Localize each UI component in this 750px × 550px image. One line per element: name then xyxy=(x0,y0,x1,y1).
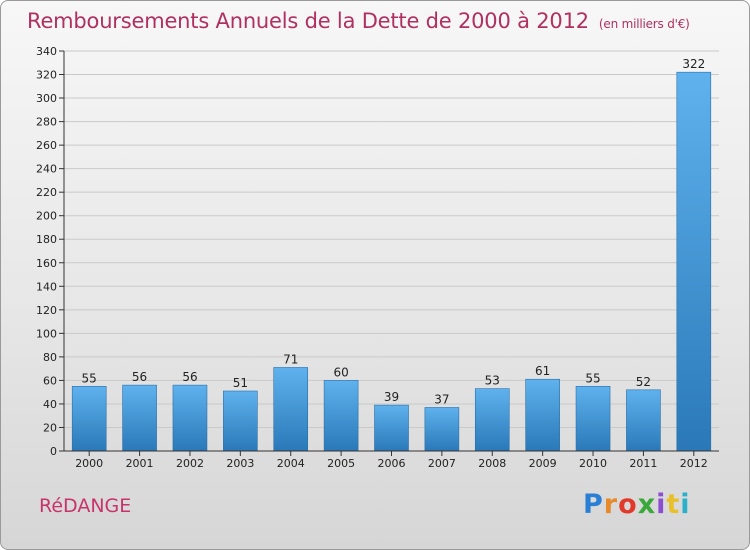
bar-2005 xyxy=(323,380,359,452)
x-tick-label-2009: 2009 xyxy=(529,457,557,470)
y-tick-label: 340 xyxy=(36,45,57,58)
y-tick-label: 260 xyxy=(36,139,57,152)
y-tick-label: 280 xyxy=(36,116,57,129)
x-tick-label-2006: 2006 xyxy=(378,457,406,470)
commune-name: RéDANGE xyxy=(39,495,132,517)
logo-letter: r xyxy=(603,489,619,520)
logo-letter: t xyxy=(666,489,681,520)
x-tick-label-2005: 2005 xyxy=(327,457,355,470)
bar-2011 xyxy=(626,389,661,452)
chart-title: Remboursements Annuels de la Dette de 20… xyxy=(27,9,690,33)
x-tick-label-2010: 2010 xyxy=(579,457,607,470)
data-label-2005: 60 xyxy=(333,365,348,379)
y-tick-label: 300 xyxy=(36,92,57,105)
data-label-2008: 53 xyxy=(485,374,500,388)
y-tick-label: 20 xyxy=(43,421,57,434)
y-tick-label: 320 xyxy=(36,69,57,82)
y-tick-label: 40 xyxy=(43,398,57,411)
bar-2004 xyxy=(273,367,309,452)
data-label-2007: 37 xyxy=(434,392,449,406)
x-tick-label-2002: 2002 xyxy=(176,457,204,470)
x-tick-label-2004: 2004 xyxy=(277,457,305,470)
bar-2007 xyxy=(424,407,460,452)
data-label-2012: 322 xyxy=(682,57,705,71)
bar-layer xyxy=(71,71,712,452)
y-tick-label: 180 xyxy=(36,233,57,246)
bar-2003 xyxy=(223,390,258,452)
y-tick-label: 240 xyxy=(36,163,57,176)
bar-2000 xyxy=(71,385,107,452)
logo-letter: x xyxy=(637,489,657,520)
y-tick-label: 60 xyxy=(43,374,57,387)
data-label-2001: 56 xyxy=(132,370,147,384)
bar-2012 xyxy=(676,71,712,452)
chart-title-text: Remboursements Annuels de la Dette de 20… xyxy=(27,9,589,33)
logo-letter: P xyxy=(583,489,604,520)
data-label-2004: 71 xyxy=(283,352,298,366)
data-label-2006: 39 xyxy=(384,390,399,404)
logo-letter: i xyxy=(680,489,691,520)
y-tick-label: 100 xyxy=(36,327,57,340)
bar-2002 xyxy=(172,384,208,452)
bar-2006 xyxy=(374,404,409,452)
data-label-2002: 56 xyxy=(182,370,197,384)
x-tick-label-2008: 2008 xyxy=(478,457,506,470)
y-tick-label: 120 xyxy=(36,304,57,317)
y-tick-label: 220 xyxy=(36,186,57,199)
bar-2010 xyxy=(575,385,611,452)
data-label-2000: 55 xyxy=(82,371,97,385)
x-tick-label-2011: 2011 xyxy=(629,457,657,470)
x-tick-label-2000: 2000 xyxy=(75,457,103,470)
proxiti-logo: Proxiti xyxy=(583,489,691,520)
bar-2009 xyxy=(525,378,560,452)
y-tick-label: 80 xyxy=(43,351,57,364)
x-tick-label-2007: 2007 xyxy=(428,457,456,470)
logo-letter: i xyxy=(656,489,667,520)
x-tick-label-2001: 2001 xyxy=(126,457,154,470)
data-label-2009: 61 xyxy=(535,364,550,378)
data-label-2010: 55 xyxy=(585,371,600,385)
y-tick-label: 0 xyxy=(50,445,57,458)
bar-2008 xyxy=(474,388,510,452)
y-tick-label: 200 xyxy=(36,210,57,223)
x-tick-label-2003: 2003 xyxy=(226,457,254,470)
chart-subtitle: (en milliers d'€) xyxy=(598,17,690,31)
y-tick-label: 140 xyxy=(36,280,57,293)
logo-letter: o xyxy=(618,489,638,520)
axis-layer: 0 20 40 60 80 100 120 140 160 180 200 220 240 260 280 3… xyxy=(36,45,719,470)
bar-2001 xyxy=(122,384,157,452)
data-label-2003: 51 xyxy=(233,376,248,390)
data-label-2011: 52 xyxy=(636,375,651,389)
y-tick-label: 160 xyxy=(36,257,57,270)
x-tick-label-2012: 2012 xyxy=(680,457,708,470)
